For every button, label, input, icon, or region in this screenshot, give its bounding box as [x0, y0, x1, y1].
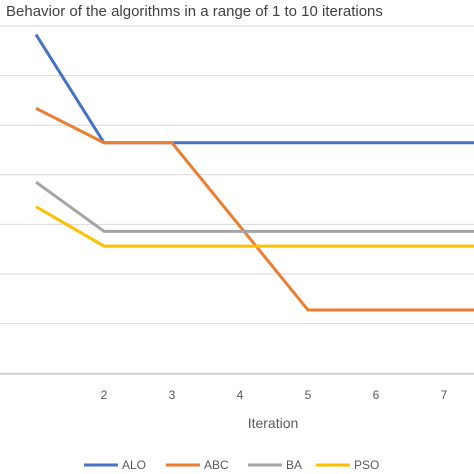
x-tick-label: 5: [305, 388, 312, 402]
series-line-ba: [35, 180, 474, 233]
legend-label-alo: ALO: [122, 458, 146, 472]
series-line-abc: [35, 106, 474, 312]
legend-label-ba: BA: [286, 458, 302, 472]
series-lines: [34, 33, 474, 312]
series-line-pso: [35, 205, 474, 248]
x-tick-label: 4: [237, 388, 244, 402]
x-tick-label: 2: [101, 388, 108, 402]
legend-label-pso: PSO: [354, 458, 379, 472]
x-tick-label: 7: [441, 388, 448, 402]
chart-title: Behavior of the algorithms in a range of…: [6, 3, 383, 20]
x-axis-title: Iteration: [248, 415, 299, 431]
gridlines: [0, 25, 474, 375]
x-tick-labels: 2345678: [101, 388, 448, 402]
x-tick-label: 6: [373, 388, 380, 402]
legend-label-abc: ABC: [204, 458, 229, 472]
x-tick-label: 3: [169, 388, 176, 402]
series-line-alo: [34, 33, 474, 145]
legend: ALO ABC BA PSO: [84, 458, 379, 472]
